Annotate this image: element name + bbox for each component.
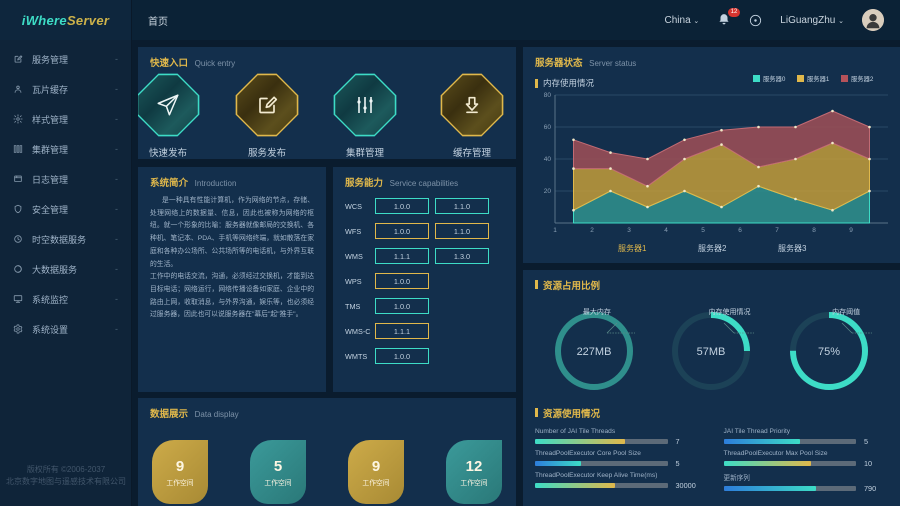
- svg-text:40: 40: [544, 156, 552, 163]
- svg-text:8: 8: [812, 227, 816, 234]
- svg-text:5: 5: [701, 227, 705, 234]
- svg-text:服务器2: 服务器2: [851, 75, 874, 83]
- svg-text:6: 6: [738, 227, 742, 234]
- svg-text:75%: 75%: [818, 346, 840, 358]
- svg-text:服务器1: 服务器1: [807, 75, 830, 83]
- svg-text:2: 2: [590, 227, 594, 234]
- svg-text:9: 9: [849, 227, 853, 234]
- svg-text:3: 3: [627, 227, 631, 234]
- svg-text:80: 80: [544, 92, 552, 99]
- svg-text:57MB: 57MB: [697, 346, 726, 358]
- svg-text:7: 7: [775, 227, 779, 234]
- svg-text:227MB: 227MB: [576, 346, 611, 358]
- svg-text:4: 4: [664, 227, 668, 234]
- svg-text:服务器0: 服务器0: [763, 75, 786, 83]
- svg-text:1: 1: [553, 227, 557, 234]
- svg-text:20: 20: [544, 188, 552, 195]
- svg-text:60: 60: [544, 124, 552, 131]
